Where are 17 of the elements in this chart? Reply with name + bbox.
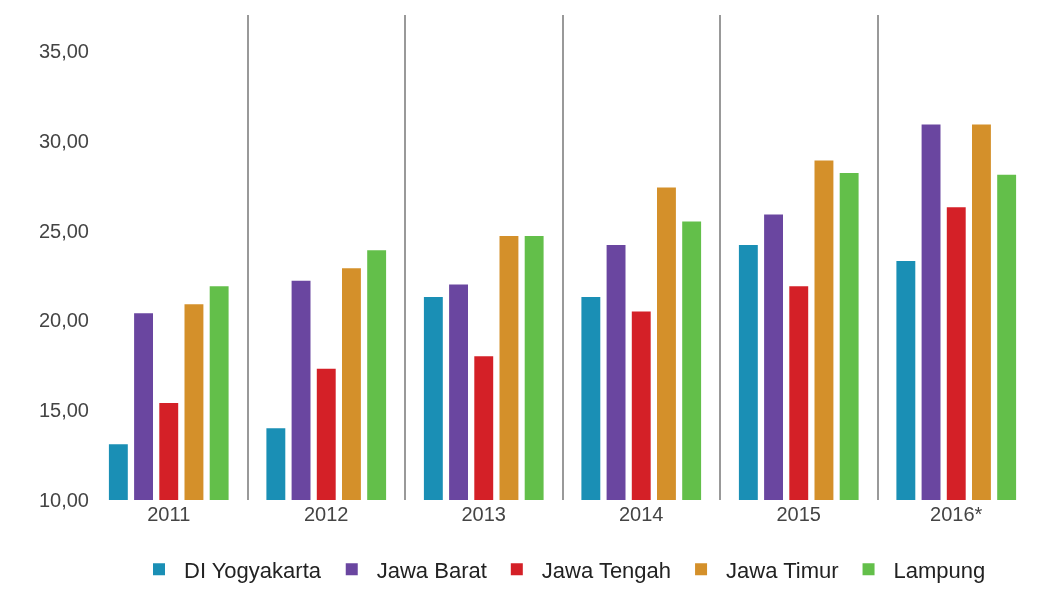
legend-label: Jawa Timur	[726, 557, 839, 583]
y-tick-label: 15,00	[38, 399, 89, 422]
legend-label: Jawa Tengah	[541, 557, 672, 583]
x-tick-label: 2011	[147, 503, 191, 525]
y-tick-label: 35,00	[38, 39, 89, 62]
x-tick-label: 2014	[619, 503, 664, 525]
y-tick-label: 25,00	[38, 219, 89, 242]
y-tick-label: 20,00	[38, 309, 89, 332]
y-tick-label: 10,00	[38, 489, 89, 511]
legend-label: Lampung	[893, 557, 986, 583]
legend-label: Jawa Barat	[376, 557, 487, 583]
y-tick-label: 30,00	[38, 129, 89, 152]
legend-label: DI Yogyakarta	[184, 557, 322, 583]
x-tick-label: 2015	[776, 503, 821, 525]
x-tick-label: 2012	[304, 503, 349, 525]
x-tick-label: 2016*	[930, 503, 983, 525]
x-tick-label: 2013	[461, 503, 506, 525]
